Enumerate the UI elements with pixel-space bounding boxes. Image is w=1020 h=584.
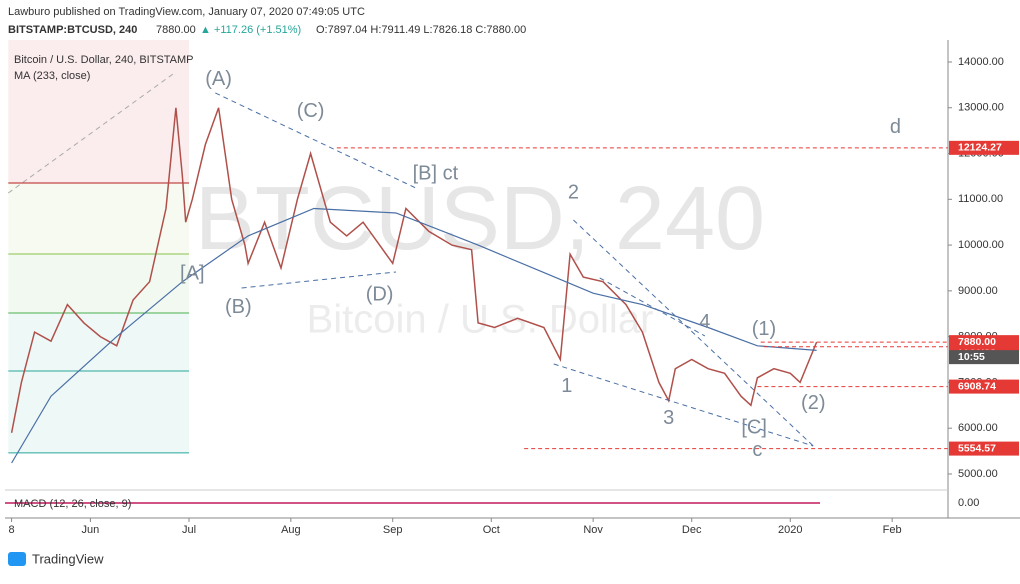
x-tick-label: Dec [682, 524, 702, 536]
trendline [241, 271, 397, 289]
x-tick-label: Oct [483, 524, 500, 536]
wave-label: (2) [801, 392, 825, 414]
wave-label: [C] [741, 416, 767, 438]
fib-zone [8, 253, 189, 313]
last-price-label-bg [949, 335, 1019, 350]
level-label-bg [949, 140, 1019, 155]
wave-label: 2 [568, 182, 579, 204]
x-tick-label: Nov [583, 524, 603, 536]
level-label: 12124.27 [958, 142, 1002, 154]
trendline [7, 71, 177, 194]
wave-label: (A) [205, 68, 232, 90]
level-label: 5554.57 [958, 442, 996, 454]
change: ▲ +117.26 (+1.51%) [200, 24, 301, 36]
macd-tick: 0.00 [958, 497, 979, 509]
level-label-bg [949, 379, 1019, 394]
x-tick-label: Jun [82, 524, 100, 536]
wave-label: [B] ct [413, 162, 459, 184]
trendline [573, 219, 814, 447]
ohlc: O:7897.04 H:7911.49 L:7826.18 C:7880.00 [316, 24, 526, 36]
watermark-sub: Bitcoin / U.S. Dollar [307, 298, 654, 342]
macd-label: MACD (12, 26, close, 9) [14, 498, 131, 510]
level-label: 6908.74 [958, 380, 996, 392]
watermark: BTCUSD, 240 [195, 169, 765, 269]
countdown-bg [949, 350, 1019, 365]
wave-label: (C) [297, 100, 325, 122]
trendline [599, 277, 706, 337]
ma-line [11, 207, 817, 464]
x-tick-label: 2020 [778, 524, 802, 536]
ma-label: MA (233, close) [14, 70, 90, 82]
series-title: Bitcoin / U.S. Dollar, 240, BITSTAMP [14, 54, 194, 66]
trendline [553, 363, 814, 447]
brand[interactable]: TradingView [32, 551, 104, 566]
fib-zone [8, 40, 189, 183]
x-tick-label: Feb [883, 524, 902, 536]
wave-label: [A] [180, 262, 204, 284]
x-tick-label: Sep [383, 524, 403, 536]
x-tick-label: 8 [9, 524, 15, 536]
x-tick-label: Aug [281, 524, 301, 536]
wave-label: (1) [752, 318, 776, 340]
last-price-label: 7880.00 [958, 336, 996, 348]
plot: BTCUSD, 240 Bitcoin / U.S. Dollar (A) (C) [B… [7, 40, 948, 464]
wave-label: (B) [225, 296, 252, 318]
trendline [215, 92, 416, 189]
wave-label: 4 [699, 311, 710, 333]
y-tick-label: 5000.00 [958, 468, 998, 480]
countdown: 10:55 [958, 351, 985, 363]
x-tick-label: Jul [182, 524, 196, 536]
wave-label: c [752, 439, 762, 461]
y-tick-label: 6000.00 [958, 422, 998, 434]
y-tick-label: 10000.00 [958, 239, 1004, 251]
level-label-bg [949, 441, 1019, 456]
wave-label: 3 [663, 407, 674, 429]
wave-label: 1 [561, 375, 572, 397]
y-tick-label: 13000.00 [958, 102, 1004, 114]
price: 7880.00 [156, 24, 196, 36]
wave-label: d [890, 116, 901, 138]
price-line [10, 107, 818, 433]
fib-zone [8, 182, 189, 254]
fib-zone [8, 312, 189, 371]
wave-label: (D) [366, 283, 394, 305]
y-tick-label: 11000.00 [958, 193, 1003, 205]
y-tick-label: 9000.00 [958, 285, 998, 297]
symbol: BITSTAMP:BTCUSD, 240 [8, 24, 137, 36]
y-tick-label: 14000.00 [958, 56, 1004, 68]
author-line: Lawburo published on TradingView.com, Ja… [8, 6, 365, 18]
fib-zone [8, 370, 189, 453]
brand-logo [8, 552, 26, 566]
